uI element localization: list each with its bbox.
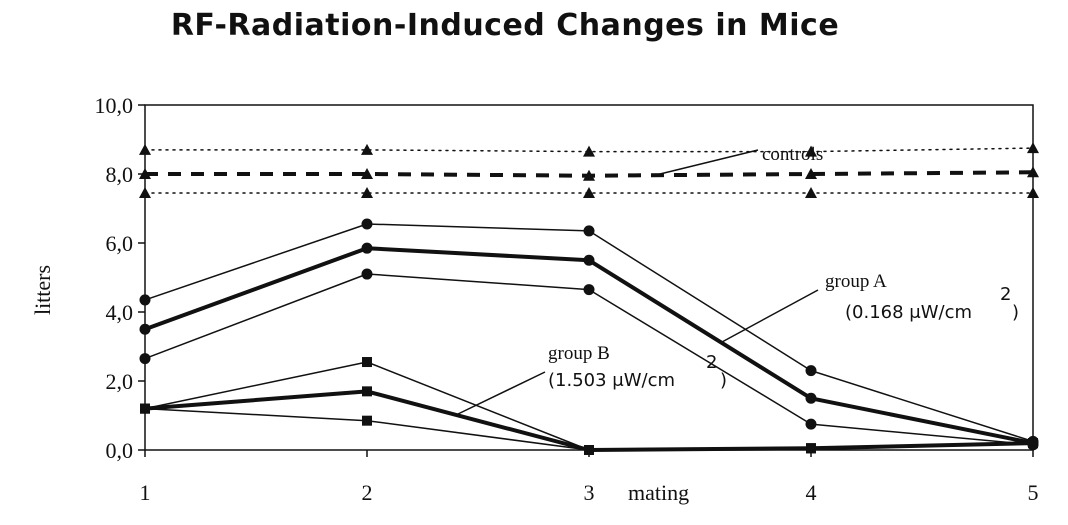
annotation-group-a-exponent: 2 — [1000, 284, 1011, 305]
annotation-controls-leader — [659, 149, 759, 175]
data-point-triangle — [805, 186, 817, 198]
data-point-circle — [139, 294, 151, 306]
data-point-square — [806, 443, 816, 454]
annotation-group-a-label: group A — [825, 271, 887, 292]
data-point-circle — [805, 418, 817, 430]
data-point-triangle — [1027, 186, 1039, 198]
data-point-triangle — [361, 168, 373, 179]
series-group-a-upper — [139, 218, 1039, 447]
data-point-triangle — [583, 145, 595, 157]
series-layer — [139, 142, 1039, 455]
data-point-triangle — [583, 186, 595, 198]
series-group-b-mean — [140, 386, 1038, 455]
data-point-circle — [583, 284, 595, 296]
x-axis-ticks: 1 2 3 4 5 — [140, 450, 1039, 505]
data-point-square — [1028, 438, 1038, 449]
data-point-circle — [361, 218, 373, 230]
data-point-square — [140, 403, 150, 414]
data-point-circle — [361, 242, 373, 254]
data-point-triangle — [139, 186, 151, 198]
data-point-triangle — [583, 169, 595, 181]
series-controls-mean — [139, 166, 1039, 181]
x-tick-label: 2 — [362, 480, 373, 505]
x-tick-label: 5 — [1028, 480, 1039, 505]
x-tick-label: 1 — [140, 480, 151, 505]
data-point-triangle — [361, 186, 373, 198]
y-tick-label: 0,0 — [106, 438, 134, 463]
x-tick-label: 3 — [584, 480, 595, 505]
data-point-triangle — [139, 143, 151, 155]
y-axis-ticks: 0,0 2,0 4,0 6,0 8,0 10,0 — [95, 93, 145, 463]
data-point-circle — [805, 392, 817, 404]
annotation-group-b-close: ) — [720, 370, 727, 391]
chart-title: RF-Radiation-Induced Changes in Mice — [170, 8, 840, 43]
data-point-circle — [139, 353, 151, 365]
y-tick-label: 8,0 — [106, 162, 134, 187]
x-tick-label: 4 — [806, 480, 817, 505]
data-point-triangle — [805, 168, 817, 179]
annotation-controls-label: controls — [762, 144, 823, 165]
data-point-square — [362, 357, 372, 368]
data-point-circle — [139, 323, 151, 335]
series-controls-lower — [139, 186, 1039, 198]
data-point-square — [362, 415, 372, 426]
annotation-group-a-leader — [721, 289, 819, 343]
annotation-group-a: group A (0.168 μW/cm 2 ) — [721, 271, 1019, 343]
y-tick-label: 6,0 — [106, 231, 134, 256]
annotation-group-a-dose: (0.168 μW/cm — [845, 302, 972, 323]
data-point-triangle — [361, 143, 373, 155]
y-tick-label: 2,0 — [106, 369, 134, 394]
annotation-group-b-label: group B — [548, 343, 610, 364]
series-line-controls-upper — [144, 147, 1034, 153]
y-axis-label: litters — [30, 265, 55, 315]
annotation-group-b-leader — [457, 371, 546, 415]
y-tick-label: 10,0 — [95, 93, 134, 118]
data-point-square — [584, 445, 594, 455]
data-point-circle — [583, 254, 595, 266]
series-group-b-lower — [140, 403, 1038, 455]
data-point-circle — [583, 225, 595, 237]
annotation-group-b: group B (1.503 μW/cm 2 ) — [457, 343, 727, 415]
data-point-square — [362, 386, 372, 397]
data-point-triangle — [805, 145, 817, 157]
annotation-group-b-exponent: 2 — [706, 352, 717, 373]
data-point-triangle — [1027, 142, 1039, 154]
data-point-triangle — [1027, 166, 1039, 178]
x-axis-label: mating — [628, 480, 689, 505]
data-point-circle — [805, 365, 817, 377]
data-point-triangle — [139, 168, 151, 179]
y-tick-label: 4,0 — [106, 300, 134, 325]
annotation-controls: controls — [659, 144, 823, 175]
series-controls-upper — [139, 142, 1039, 157]
series-line-group-b-mean — [143, 389, 1035, 452]
annotation-group-a-close: ) — [1012, 302, 1019, 323]
annotation-group-b-dose: (1.503 μW/cm — [548, 370, 675, 391]
data-point-circle — [361, 268, 373, 280]
